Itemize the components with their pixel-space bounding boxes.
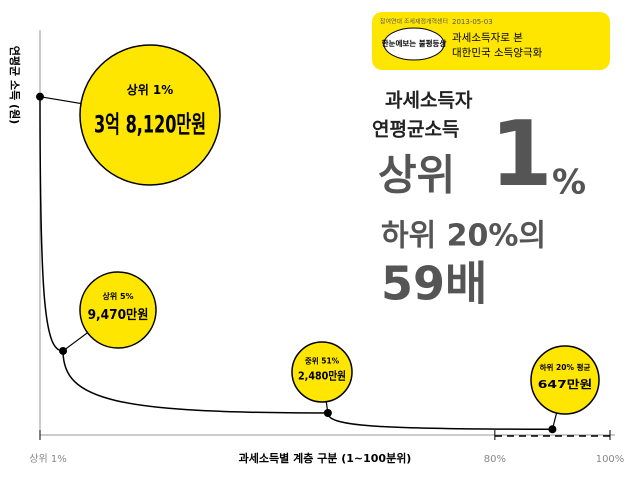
headline: 상위	[378, 151, 455, 200]
headline: 하위 20%의	[381, 219, 546, 254]
value-label: 647만원	[538, 377, 592, 391]
x-tick-label: 100%	[596, 454, 625, 465]
callout-circle	[291, 341, 353, 403]
x-axis-label: 과세소득별 계층 구분 (1~100분위)	[239, 451, 412, 465]
value-label: 9,470만원	[88, 307, 149, 323]
callout-circle	[530, 345, 600, 415]
callout-circle	[79, 44, 221, 186]
x-tick-label: 상위 1%	[29, 452, 66, 465]
data-point	[36, 92, 44, 101]
headline: %	[552, 163, 586, 203]
headline: 59배	[381, 257, 487, 311]
income-curve	[39, 96, 553, 431]
value-label: 3억 8,120만원	[94, 111, 206, 139]
point-label: 상위 1%	[127, 82, 174, 97]
headline: 과세소득자	[385, 90, 473, 112]
x-tick-label: 80%	[484, 454, 506, 465]
point-label: 중위 51%	[305, 356, 340, 366]
data-point	[323, 408, 332, 417]
badge-logo	[383, 27, 445, 61]
headline: 연평균소득	[372, 119, 459, 141]
value-label: 2,480만원	[298, 369, 346, 383]
point-label: 하위 20% 평균	[540, 362, 591, 372]
badge-title: 대한민국 소득양극화	[452, 47, 543, 59]
point-label: 상위 5%	[102, 291, 133, 301]
headline: 1	[490, 102, 553, 207]
badge-date: 2013-05-03	[452, 18, 493, 26]
callout-circle	[79, 271, 157, 349]
y-axis-label: 연평균 소득 (원)	[8, 46, 22, 124]
data-point	[59, 346, 68, 355]
badge-title: 과세소득자로 본	[452, 32, 523, 44]
badge-series: 한눈에보는 불평등상	[382, 38, 447, 48]
badge-org: 참여연대 조세재정개혁센터	[380, 18, 448, 26]
data-point	[548, 425, 557, 434]
